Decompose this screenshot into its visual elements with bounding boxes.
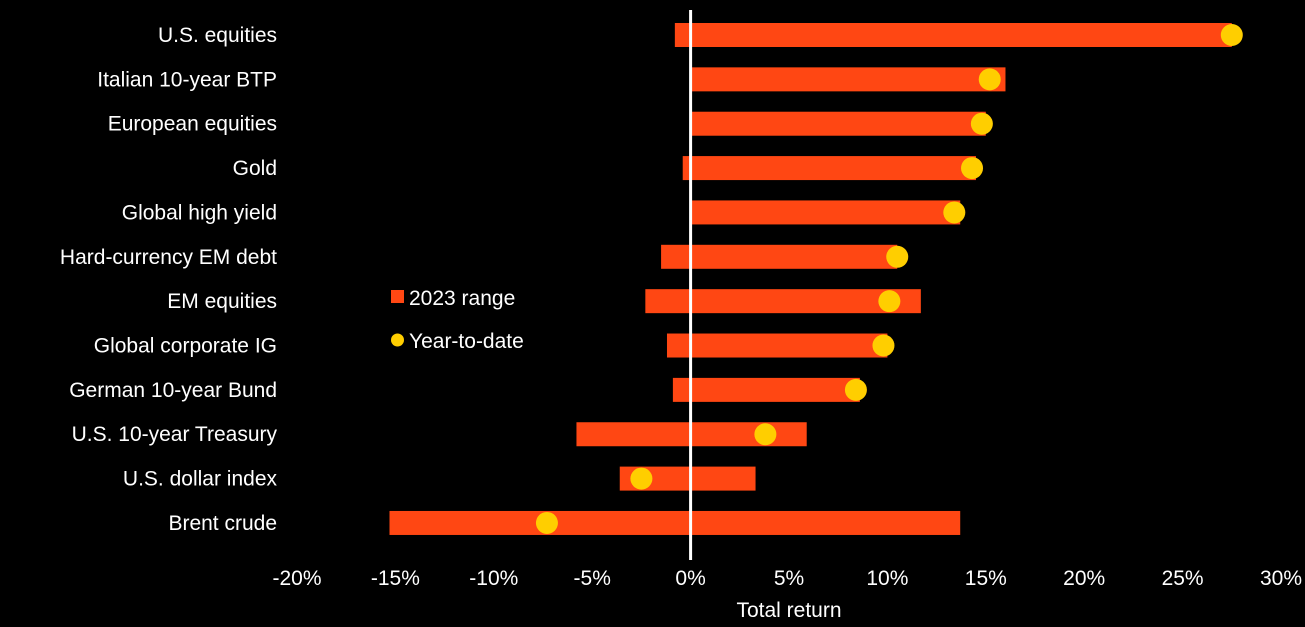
- x-tick-label: 20%: [1063, 567, 1105, 590]
- x-tick-label: 25%: [1162, 567, 1204, 590]
- ytd-dot: [943, 201, 966, 224]
- x-tick-label: 15%: [965, 567, 1007, 590]
- range-bars: [389, 23, 1232, 535]
- category-label: U.S. equities: [158, 24, 277, 47]
- category-label: Global high yield: [122, 201, 277, 224]
- category-label: European equities: [108, 113, 277, 136]
- legend-swatch-ytd: [391, 333, 404, 347]
- category-label: German 10-year Bund: [69, 379, 277, 402]
- ytd-dot: [961, 157, 984, 180]
- ytd-dot: [878, 290, 901, 313]
- ytd-dot: [630, 467, 653, 490]
- ytd-dot: [535, 511, 558, 534]
- range-bar: [666, 333, 888, 358]
- ytd-dot: [844, 378, 867, 401]
- category-label: Global corporate IG: [94, 335, 277, 358]
- range-bar: [682, 156, 976, 181]
- legend-label-range: 2023 range: [409, 287, 515, 310]
- legend: 2023 range Year-to-date: [391, 287, 524, 353]
- ytd-dot: [970, 112, 993, 135]
- category-label: U.S. dollar index: [123, 468, 278, 491]
- x-axis-title: Total return: [736, 599, 841, 622]
- x-tick-label: 30%: [1260, 567, 1302, 590]
- ytd-dots: [535, 24, 1243, 534]
- category-label: Brent crude: [168, 512, 277, 535]
- category-label: EM equities: [167, 290, 277, 313]
- range-bar: [661, 244, 898, 269]
- category-label: Gold: [233, 157, 277, 180]
- category-label: U.S. 10-year Treasury: [72, 423, 278, 446]
- ytd-dot: [978, 68, 1001, 91]
- x-tick-labels: -20% -15% -10% -5% 0% 5% 10% 15% 20% 25% 30%: [272, 567, 1302, 590]
- range-bar: [389, 510, 961, 535]
- category-labels: U.S. equities Italian 10-year BTP European…: [60, 24, 278, 535]
- range-bar: [690, 111, 986, 136]
- x-tick-label: -20%: [272, 567, 321, 590]
- ytd-dot: [872, 334, 895, 357]
- ytd-dot: [886, 245, 909, 268]
- x-tick-label: -10%: [469, 567, 518, 590]
- ytd-dot: [754, 423, 777, 446]
- category-label: Italian 10-year BTP: [97, 68, 277, 91]
- ytd-dot: [1220, 24, 1243, 46]
- legend-label-ytd: Year-to-date: [409, 330, 524, 353]
- x-tick-label: -5%: [574, 567, 611, 590]
- x-tick-label: 5%: [774, 567, 804, 590]
- category-label: Hard-currency EM debt: [60, 246, 277, 269]
- range-bar: [690, 200, 961, 225]
- range-bar: [690, 67, 1006, 92]
- range-bar: [672, 377, 860, 402]
- legend-swatch-range: [391, 290, 404, 303]
- x-tick-label: -15%: [371, 567, 420, 590]
- x-tick-label: 10%: [866, 567, 908, 590]
- range-bar: [674, 23, 1232, 47]
- x-tick-label: 0%: [675, 567, 705, 590]
